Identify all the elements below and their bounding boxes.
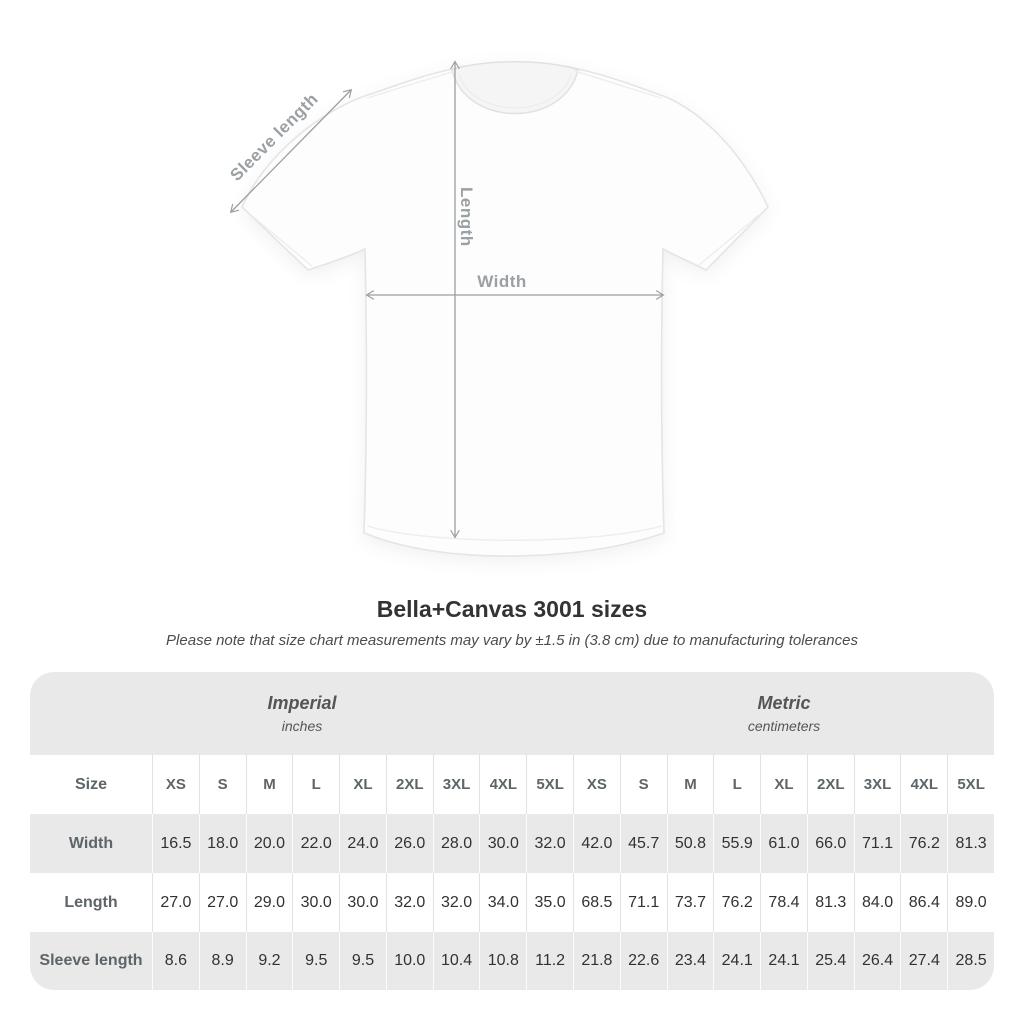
size-column-header-imperial-3xl: 3XL [432, 755, 480, 814]
size-column-header-imperial-xs: XS [152, 755, 199, 814]
value-cell-imperial: 16.5 [152, 814, 199, 873]
value-cell-imperial: 28.0 [432, 814, 480, 873]
section-header-imperial: Imperial inches [30, 672, 574, 755]
value-cell-metric: 86.4 [900, 873, 947, 932]
value-cell-imperial: 27.0 [152, 873, 199, 932]
size-column-header-metric-3xl: 3XL [853, 755, 901, 814]
value-cell-metric: 81.3 [947, 814, 994, 873]
size-column-header-metric-4xl: 4XL [900, 755, 947, 814]
value-cell-imperial: 22.0 [292, 814, 339, 873]
size-column-header-metric-m: M [666, 755, 714, 814]
value-cell-imperial: 24.0 [339, 814, 386, 873]
page-title: Bella+Canvas 3001 sizes [376, 596, 648, 622]
value-cell-imperial: 11.2 [526, 932, 573, 990]
value-cell-imperial: 9.5 [292, 932, 339, 990]
value-cell-imperial: 32.0 [432, 873, 480, 932]
width-label: Width [477, 272, 527, 291]
value-cell-metric: 22.6 [619, 932, 667, 990]
value-cell-imperial: 10.0 [385, 932, 433, 990]
measurement-row-width: Width 16.5 18.0 20.0 22.0 24.0 26.0 28.0 30.0 32.… [30, 814, 994, 873]
size-table-body: Size XS S M L XL 2XL 3XL 4XL 5XL XS S M L XL 2XL 3XL 4XL 5… [30, 755, 994, 990]
value-cell-metric: 42.0 [573, 814, 620, 873]
size-column-header-imperial-m: M [245, 755, 293, 814]
size-column-header-metric-2xl: 2XL [806, 755, 854, 814]
value-cell-metric: 45.7 [619, 814, 667, 873]
value-cell-metric: 55.9 [713, 814, 760, 873]
size-column-header-metric-5xl: 5XL [947, 755, 994, 814]
value-cell-imperial: 20.0 [245, 814, 293, 873]
size-column-header-imperial-2xl: 2XL [385, 755, 433, 814]
value-cell-imperial: 32.0 [526, 814, 573, 873]
value-cell-imperial: 9.5 [339, 932, 386, 990]
tshirt-graphic [241, 61, 769, 557]
value-cell-metric: 81.3 [806, 873, 854, 932]
value-cell-metric: 23.4 [666, 932, 714, 990]
size-column-header-imperial-5xl: 5XL [526, 755, 573, 814]
imperial-label: Imperial [267, 693, 337, 714]
size-column-header-metric-s: S [619, 755, 667, 814]
value-cell-metric: 24.1 [760, 932, 807, 990]
value-cell-imperial: 18.0 [198, 814, 246, 873]
metric-unit-label: centimeters [747, 717, 821, 734]
value-cell-imperial: 9.2 [245, 932, 293, 990]
tshirt-measurement-diagram: Sleeve length Length Width [226, 60, 769, 557]
value-cell-metric: 89.0 [947, 873, 994, 932]
metric-label: Metric [757, 693, 811, 714]
size-column-header-metric-xl: XL [760, 755, 807, 814]
value-cell-metric: 50.8 [666, 814, 714, 873]
value-cell-metric: 61.0 [760, 814, 807, 873]
value-cell-imperial: 30.0 [292, 873, 339, 932]
row-label-cell: Length [64, 893, 118, 911]
value-cell-metric: 71.1 [619, 873, 667, 932]
value-cell-imperial: 26.0 [385, 814, 433, 873]
value-cell-metric: 26.4 [853, 932, 901, 990]
length-label: Length [457, 187, 476, 247]
unit-section-band: Imperial inches Metric centimeters [30, 672, 994, 755]
row-label-cell: Sleeve length [39, 952, 143, 969]
value-cell-metric: 84.0 [853, 873, 901, 932]
value-cell-imperial: 35.0 [526, 873, 573, 932]
value-cell-imperial: 8.9 [198, 932, 246, 990]
value-cell-imperial: 32.0 [385, 873, 433, 932]
size-column-header-imperial-s: S [198, 755, 246, 814]
sleeve-length-arrow [229, 88, 353, 214]
row-label-cell: Width [68, 834, 114, 852]
value-cell-metric: 28.5 [947, 932, 994, 990]
size-column-header-metric-xs: XS [573, 755, 620, 814]
value-cell-metric: 66.0 [806, 814, 854, 873]
value-cell-imperial: 30.0 [339, 873, 386, 932]
size-header-row: Size XS S M L XL 2XL 3XL 4XL 5XL XS S M L XL 2XL 3XL 4XL 5… [30, 755, 994, 814]
value-cell-imperial: 34.0 [479, 873, 526, 932]
imperial-unit-label: inches [281, 717, 323, 734]
value-cell-imperial: 29.0 [245, 873, 293, 932]
value-cell-metric: 76.2 [900, 814, 947, 873]
value-cell-metric: 25.4 [806, 932, 854, 990]
value-cell-imperial: 10.4 [432, 932, 480, 990]
value-cell-imperial: 10.8 [479, 932, 526, 990]
value-cell-metric: 21.8 [573, 932, 620, 990]
value-cell-metric: 76.2 [713, 873, 760, 932]
measurement-row-length: Length 27.0 27.0 29.0 30.0 30.0 32.0 32.0 34.0 35… [30, 873, 994, 932]
page-subtitle: Please note that size chart measurements… [166, 632, 858, 649]
value-cell-metric: 24.1 [713, 932, 760, 990]
section-header-metric: Metric centimeters [574, 672, 994, 755]
value-cell-imperial: 30.0 [479, 814, 526, 873]
size-column-header-imperial-xl: XL [339, 755, 386, 814]
value-cell-imperial: 27.0 [198, 873, 246, 932]
measurement-row-sleeve-length: Sleeve length 8.6 8.9 9.2 9.5 9.5 10.0 10.4 10.8… [30, 932, 994, 990]
value-cell-metric: 71.1 [853, 814, 901, 873]
value-cell-metric: 27.4 [900, 932, 947, 990]
size-column-header-imperial-4xl: 4XL [479, 755, 526, 814]
size-table: Imperial inches Metric centimeters Size X… [30, 672, 994, 990]
value-cell-metric: 73.7 [666, 873, 714, 932]
value-cell-metric: 68.5 [573, 873, 620, 932]
value-cell-metric: 78.4 [760, 873, 807, 932]
size-column-header-metric-l: L [713, 755, 760, 814]
value-cell-imperial: 8.6 [152, 932, 199, 990]
size-header-cell: Size [74, 775, 107, 793]
size-column-header-imperial-l: L [292, 755, 339, 814]
